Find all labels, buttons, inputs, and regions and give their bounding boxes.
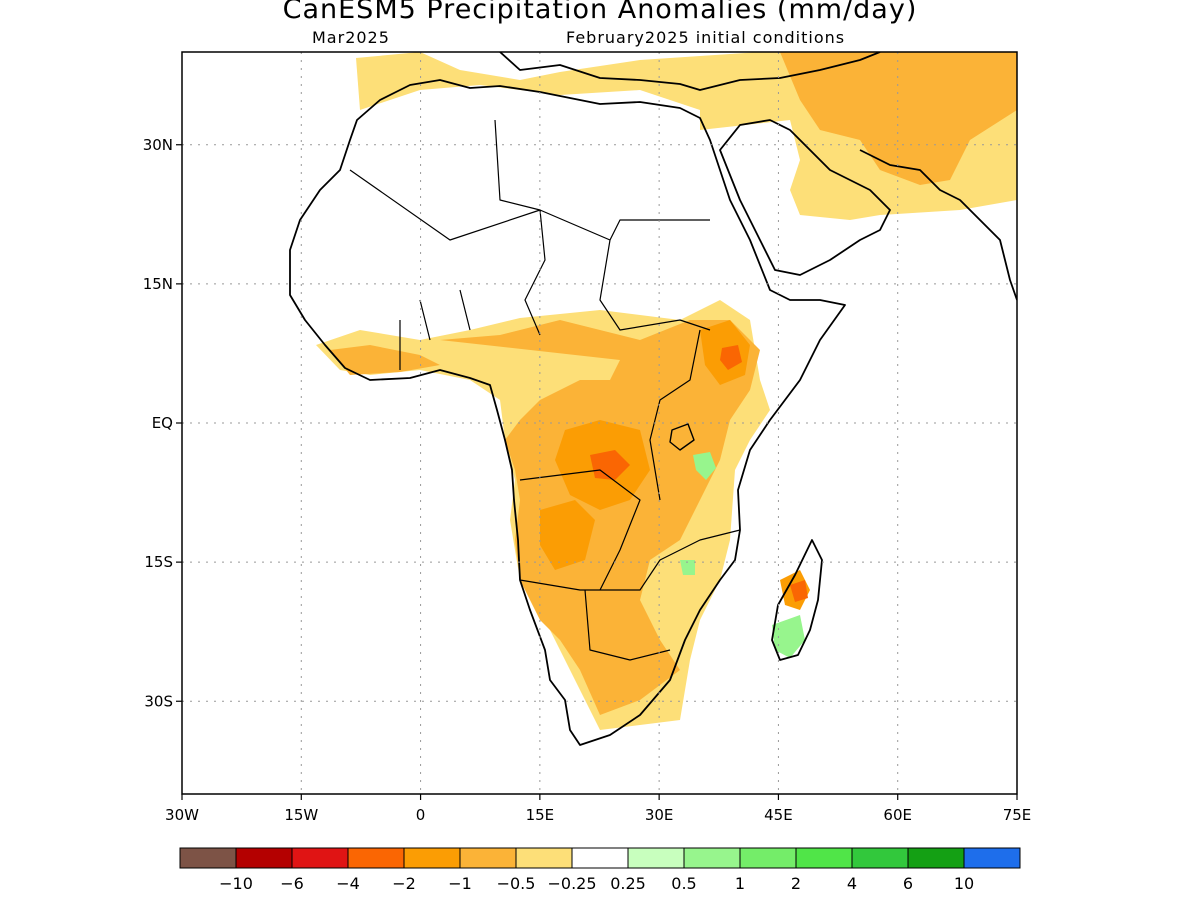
colorbar-swatch [179,847,237,869]
colorbar-swatch [739,847,797,869]
anomaly-fill-light-green [680,452,805,658]
colorbar-label: 4 [847,874,857,893]
map-plot-area [289,52,1017,746]
lon-tick-label: 45E [764,806,793,824]
africa-coastline [289,79,846,746]
colorbar-label: −4 [336,874,360,893]
colorbar-swatch [515,847,573,869]
colorbar-label: 0.25 [610,874,646,893]
europe-coastline [499,52,881,91]
colorbar-swatch [851,847,909,869]
lat-tick-label: EQ [152,414,173,432]
gridlines [182,52,1017,794]
colorbar-swatch [907,847,965,869]
colorbar-swatch [291,847,349,869]
colorbar-label: 0.5 [671,874,696,893]
colorbar-swatch [795,847,853,869]
lon-tick-label: 30W [165,806,199,824]
initial-conditions-label: February2025 initial conditions [566,28,846,47]
lon-tick-label: 60E [883,806,912,824]
colorbar-label: −2 [392,874,416,893]
colorbar-label: −0.5 [497,874,536,893]
valid-month-label: Mar2025 [312,28,390,47]
anomaly-fill-orange [330,52,1017,715]
colorbar-swatch [403,847,461,869]
lon-tick-label: 30E [645,806,674,824]
colorbar-label: 2 [791,874,801,893]
colorbar-swatch [459,847,517,869]
chart-title: CanESM5 Precipitation Anomalies (mm/day) [282,0,918,25]
colorbar-swatch [627,847,685,869]
lon-tick-label: 15E [526,806,555,824]
colorbar-swatch [683,847,741,869]
anomaly-shading [316,52,1017,730]
colorbar-label: −6 [280,874,304,893]
asia-coastline [859,149,1017,301]
colorbar-label: 1 [735,874,745,893]
colorbar-swatch [571,847,629,869]
lat-tick-label: 15S [144,553,173,571]
madagascar-coastline [771,539,823,661]
colorbar: −10 −6 −4 −2 −1 −0.5 −0.25 0.25 0.5 1 2 4 6 10 [179,847,1021,893]
colorbar-label: 10 [954,874,974,893]
colorbar-swatch [963,847,1021,869]
lat-tick-label: 30S [144,692,173,710]
coastlines-and-borders [289,52,1017,746]
colorbar-label: −0.25 [547,874,596,893]
arabian-peninsula-coastline [719,119,891,276]
lat-tick-label: 30N [143,136,173,154]
colorbar-swatch [235,847,293,869]
axis-ticks: 30N 15N EQ 15S 30S 30W 15W 0 15E 30E 45E 60E 75E [143,136,1032,824]
lon-tick-label: 0 [416,806,426,824]
colorbar-label: 6 [903,874,913,893]
lon-tick-label: 15W [284,806,318,824]
country-borders [349,119,741,661]
lake-victoria-outline [669,423,695,451]
colorbar-swatch [347,847,405,869]
lon-tick-label: 75E [1003,806,1032,824]
lat-tick-label: 15N [143,275,173,293]
colorbar-label: −1 [448,874,472,893]
colorbar-label: −10 [219,874,253,893]
